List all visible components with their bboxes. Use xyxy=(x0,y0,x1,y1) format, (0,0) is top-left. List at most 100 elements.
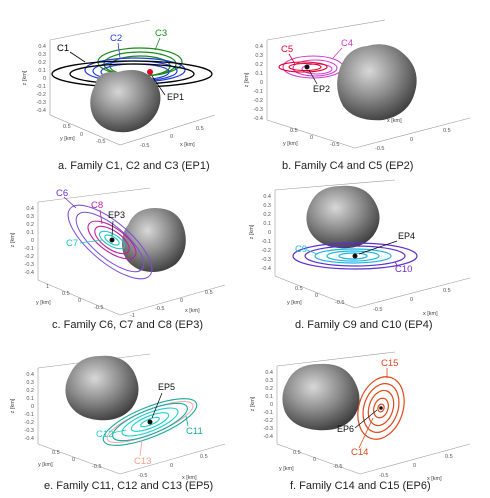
x-tick: 0.5 xyxy=(443,128,451,134)
equilibrium-point-marker xyxy=(379,406,383,410)
z-tick: -0.3 xyxy=(37,100,46,106)
z-tick: 0.2 xyxy=(265,386,273,392)
z-tick: -0.4 xyxy=(25,270,34,276)
x-tick: 0 xyxy=(180,298,183,304)
z-tick: 0.1 xyxy=(26,396,34,402)
z-axis-label: z [km] xyxy=(10,232,16,247)
z-tick: -0.3 xyxy=(25,428,34,434)
asteroid-shape xyxy=(65,355,139,421)
equilibrium-point-marker xyxy=(109,237,115,243)
panel-caption: b. Family C4 and C5 (EP2) xyxy=(282,160,414,172)
equilibrium-point-marker xyxy=(147,69,153,75)
z-tick: -0.2 xyxy=(25,420,34,426)
family-label: C7 xyxy=(66,238,78,249)
y-axis-label: y [km] xyxy=(60,136,75,142)
panel-b-figure: 0.4 0.3 0.2 0.1 0 -0.1 -0.2 -0.3 -0.4 z … xyxy=(244,19,471,152)
family-label: C9 xyxy=(295,244,307,255)
z-tick: -0.2 xyxy=(262,248,271,254)
family-c8-orbits xyxy=(87,220,137,260)
panel-c: 0.4 0.3 0.2 0.1 0 -0.1 -0.2 -0.3 -0.4 z … xyxy=(0,180,245,340)
asteroid-shape xyxy=(306,185,380,249)
x-axis-label: x [km] xyxy=(387,118,402,124)
x-tick: 0.5 xyxy=(196,126,204,132)
z-axis-label: z [km] xyxy=(10,398,16,413)
x-tick: 0 xyxy=(413,463,416,469)
family-c11-orbits xyxy=(102,398,198,446)
asteroid-shape xyxy=(337,44,417,121)
z-axis-label: z [km] xyxy=(250,396,256,411)
equilibrium-point-marker xyxy=(147,419,153,425)
family-c14-orbits xyxy=(373,397,389,419)
family-label: C13 xyxy=(134,456,151,467)
equilibrium-point-label: EP2 xyxy=(313,84,330,94)
family-label: C2 xyxy=(110,33,122,44)
y-tick: 0.5 xyxy=(62,291,70,297)
z-tick: -0.1 xyxy=(254,89,263,95)
panel-d-figure: 0.4 0.3 0.2 0.1 0 -0.1 -0.2 -0.3 -0.4 z … xyxy=(249,179,471,317)
y-tick: 0.5 xyxy=(293,450,301,456)
equilibrium-point-marker xyxy=(304,64,310,70)
z-tick: -0.3 xyxy=(264,426,273,432)
panel-b: 0.4 0.3 0.2 0.1 0 -0.1 -0.2 -0.3 -0.4 z … xyxy=(244,0,490,180)
family-label: C4 xyxy=(341,38,353,49)
equilibrium-point-marker xyxy=(352,253,358,259)
z-axis-label: z [km] xyxy=(22,70,28,85)
z-tick: 0 xyxy=(31,238,34,244)
z-tick: -0.3 xyxy=(262,257,271,263)
z-tick: -0.2 xyxy=(264,418,273,424)
z-tick: 0.4 xyxy=(26,206,34,212)
z-tick: 0.2 xyxy=(26,222,34,228)
z-tick: 0.3 xyxy=(265,378,273,384)
y-tick: 0.5 xyxy=(290,128,298,134)
z-tick: 0.4 xyxy=(255,44,263,50)
z-tick: -0.1 xyxy=(264,410,273,416)
panel-e-figure: 0.4 0.3 0.2 0.1 0 -0.1 -0.2 -0.3 -0.4 z … xyxy=(10,353,226,481)
z-tick: 0.4 xyxy=(265,370,273,376)
z-tick: 0.3 xyxy=(26,214,34,220)
equilibrium-point-label: EP5 xyxy=(158,382,175,392)
z-tick: 0.1 xyxy=(265,394,273,400)
equilibrium-point-label: EP3 xyxy=(108,210,125,220)
y-tick: -0.5 xyxy=(94,305,103,311)
x-tick: 0.5 xyxy=(205,290,213,296)
z-tick: 0.4 xyxy=(263,194,271,200)
z-tick: -0.3 xyxy=(254,107,263,113)
y-tick: -0.5 xyxy=(330,142,339,148)
x-axis-label: x [km] xyxy=(182,475,197,481)
panel-e: 0.4 0.3 0.2 0.1 0 -0.1 -0.2 -0.3 -0.4 z … xyxy=(0,340,245,498)
z-tick: -0.2 xyxy=(254,98,263,104)
x-tick: 0.5 xyxy=(200,454,208,460)
z-tick: -0.4 xyxy=(254,116,263,122)
x-tick: -0.5 xyxy=(155,306,164,312)
family-c9-orbits xyxy=(314,248,392,264)
y-axis-label: y [km] xyxy=(38,462,53,468)
x-tick: 0.5 xyxy=(443,288,451,294)
family-c10-orbits xyxy=(292,242,418,270)
z-tick: 0 xyxy=(31,404,34,410)
y-tick: -0.5 xyxy=(333,464,342,470)
x-axis-label: x [km] xyxy=(180,142,195,148)
asteroid-shape xyxy=(90,70,161,133)
z-tick: -0.3 xyxy=(25,262,34,268)
family-label: C10 xyxy=(395,264,412,275)
x-axis-label: x [km] xyxy=(423,311,438,317)
y-tick: 0 xyxy=(315,293,318,299)
y-tick: 0 xyxy=(78,298,81,304)
x-axis-label: x [km] xyxy=(185,308,200,314)
family-label: C14 xyxy=(351,447,368,458)
z-tick: 0.4 xyxy=(38,44,46,50)
z-tick: -0.1 xyxy=(25,412,34,418)
y-tick: -0.5 xyxy=(92,464,101,470)
y-axis-label: y [km] xyxy=(283,141,298,147)
panel-caption: f. Family C14 and C15 (EP6) xyxy=(290,480,431,492)
family-label: C3 xyxy=(155,28,167,39)
z-tick: 0.1 xyxy=(255,71,263,77)
y-tick: 0 xyxy=(72,457,75,463)
z-tick: 0 xyxy=(268,230,271,236)
family-c7-orbits xyxy=(98,230,126,250)
z-axis-label: z [km] xyxy=(249,224,255,239)
family-c12-orbits xyxy=(121,407,179,437)
z-tick: 0.4 xyxy=(26,372,34,378)
z-tick: 0.3 xyxy=(38,52,46,58)
family-c5-orbits xyxy=(278,61,328,73)
